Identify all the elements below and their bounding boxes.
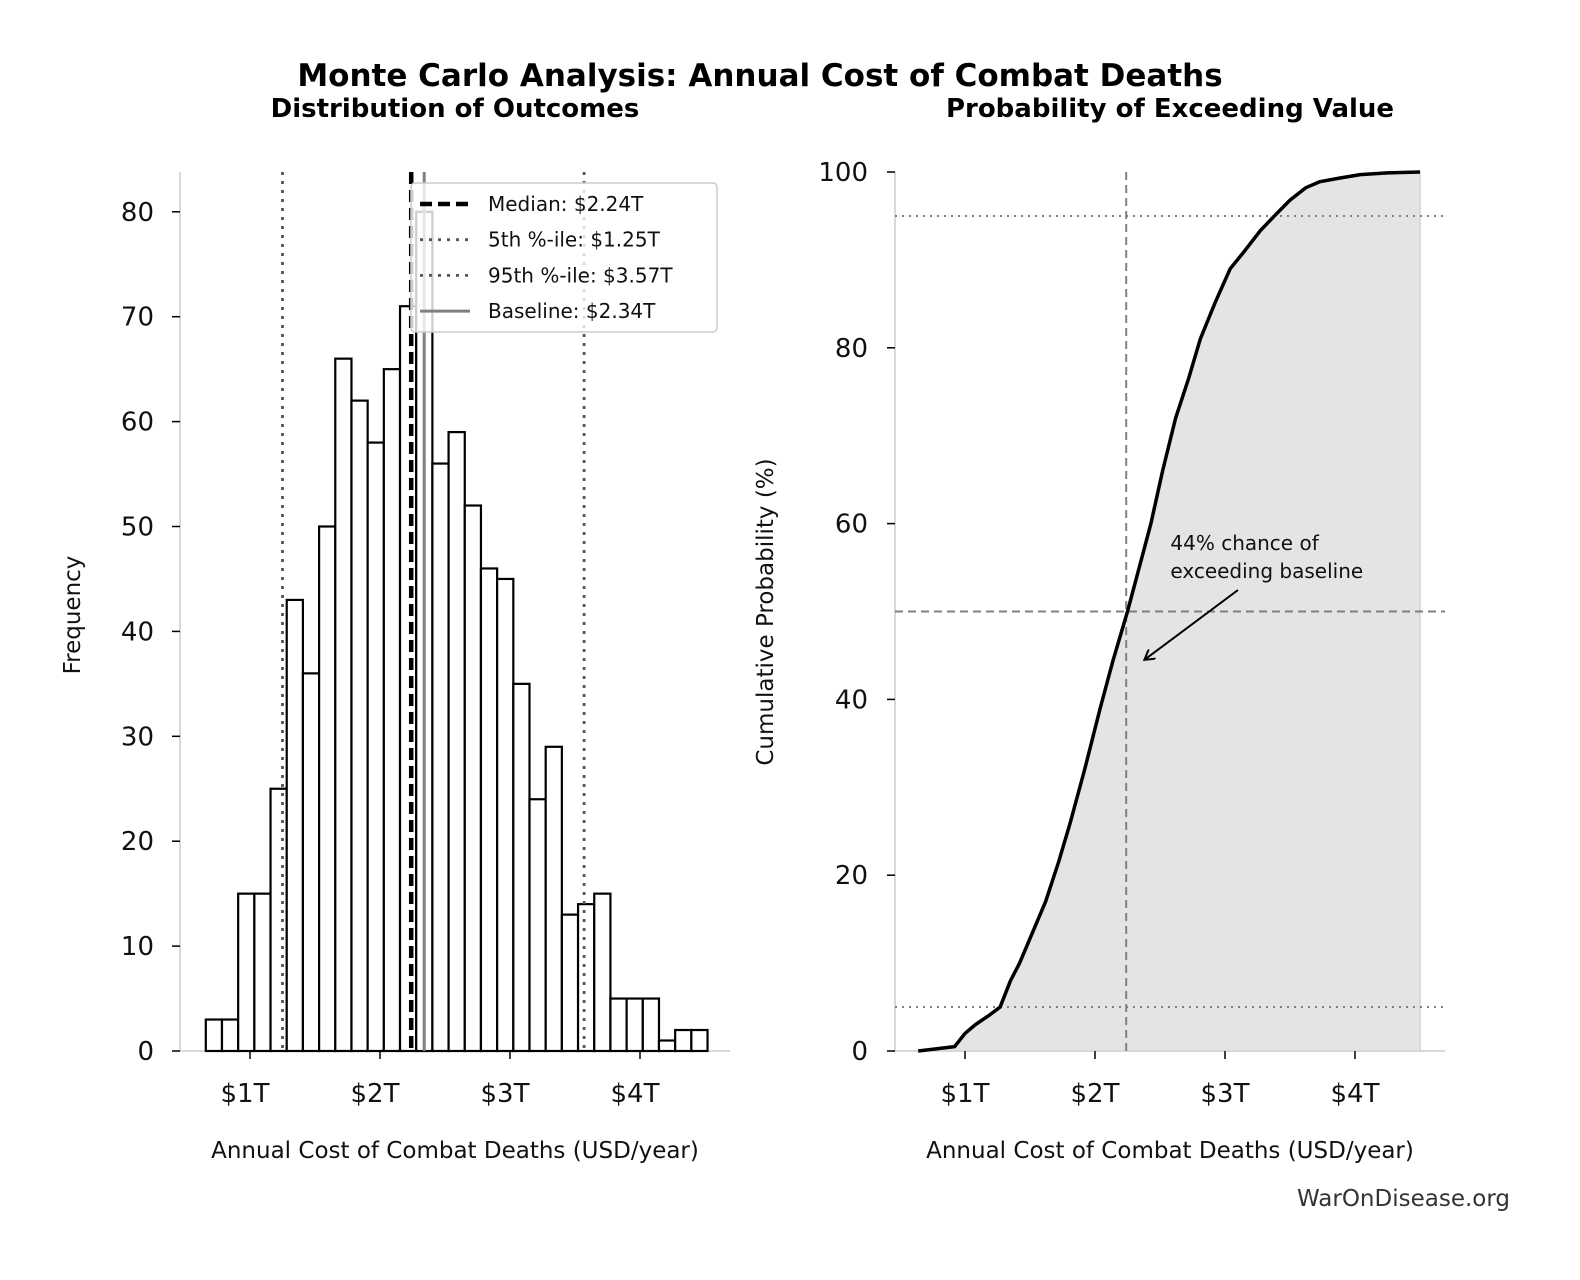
legend-label: 5th %-ile: $1.25T: [488, 228, 661, 252]
histogram-bar: [382, 368, 402, 1053]
histogram-bar: [641, 997, 661, 1053]
histogram-bar: [285, 598, 305, 1053]
annotation-arrow: [1144, 589, 1239, 660]
histogram-bar: [301, 672, 321, 1053]
cdf-x-label: Annual Cost of Combat Deaths (USD/year): [926, 1138, 1414, 1164]
legend-label: Baseline: $2.34T: [488, 299, 656, 323]
cdf-panel: 0 20 40 60 80 100 $1T $2T $3T $4T 44% chance of exc…: [818, 158, 1445, 1109]
histogram-bar: [317, 525, 337, 1053]
histogram-bar: [204, 1018, 224, 1053]
annotation-text: exceeding baseline: [1170, 559, 1363, 583]
histogram-bar: [220, 1018, 240, 1053]
x-tick-label: $4T: [611, 1079, 660, 1109]
y-tick-label: 60: [835, 510, 868, 540]
histogram-bar: [560, 913, 580, 1053]
y-tick-label: 10: [121, 932, 154, 962]
y-tick-label: 20: [835, 861, 868, 891]
x-tick-label: $2T: [1071, 1079, 1120, 1109]
histogram-bar: [334, 357, 353, 1053]
legend-label: 95th %-ile: $3.57T: [488, 263, 673, 287]
histogram-bar: [237, 892, 256, 1053]
x-tick-label: $2T: [351, 1079, 400, 1109]
histogram-title: Distribution of Outcomes: [271, 94, 640, 124]
y-tick-label: 80: [121, 198, 154, 228]
histogram-bar: [496, 577, 515, 1053]
x-tick-label: $3T: [1201, 1079, 1250, 1109]
histogram-bar: [690, 1028, 709, 1053]
y-tick-label: 60: [121, 408, 154, 438]
cdf-line: [917, 170, 1421, 1053]
legend: Median: $2.24T 5th %-ile: $1.25T 95th %-il…: [410, 182, 718, 333]
y-tick-label: 100: [818, 158, 868, 188]
histogram-bar: [528, 798, 547, 1053]
histogram-panel: 0 10 20 30 40 50 60 70 80 $1T $2T $3T $4T Median: $2.…: [121, 172, 730, 1109]
y-tick-label: 70: [121, 303, 154, 333]
annotation-text: 44% chance of: [1170, 531, 1319, 555]
y-tick-label: 40: [835, 685, 868, 715]
histogram-x-label: Annual Cost of Combat Deaths (USD/year): [211, 1138, 699, 1164]
histogram-bar: [512, 682, 531, 1053]
x-tick-label: $4T: [1331, 1079, 1380, 1109]
histogram-bar: [674, 1028, 693, 1053]
histogram-bar: [431, 462, 450, 1053]
histogram-y-label: Frequency: [60, 556, 86, 675]
legend-box: [410, 182, 718, 333]
histogram-bar: [350, 399, 369, 1053]
cdf-title: Probability of Exceeding Value: [946, 94, 1394, 124]
histogram-bar: [253, 892, 272, 1053]
x-tick-label: $1T: [221, 1079, 270, 1109]
histogram-bar: [609, 997, 628, 1053]
y-tick-label: 40: [121, 617, 154, 647]
legend-label: Median: $2.24T: [488, 192, 644, 216]
histogram-bar: [479, 567, 499, 1053]
y-tick-label: 0: [851, 1037, 868, 1067]
histogram-bar: [657, 1039, 677, 1053]
histogram-bar: [544, 745, 563, 1053]
histogram-bar: [625, 997, 644, 1053]
histogram-bar: [366, 441, 385, 1053]
figure-title: Monte Carlo Analysis: Annual Cost of Com…: [297, 58, 1222, 94]
x-tick-label: $3T: [481, 1079, 530, 1109]
histogram-bar: [463, 504, 483, 1053]
y-tick-label: 30: [121, 722, 154, 752]
histogram-bar: [398, 305, 418, 1053]
cdf-y-label: Cumulative Probability (%): [753, 458, 779, 765]
footer-watermark: WarOnDisease.org: [1297, 1186, 1510, 1212]
histogram-bar: [447, 430, 466, 1053]
histogram-bar: [269, 787, 288, 1053]
x-tick-label: $1T: [941, 1079, 990, 1109]
y-tick-label: 80: [835, 334, 868, 364]
y-tick-label: 0: [137, 1037, 154, 1067]
histogram-bar: [593, 892, 612, 1053]
y-tick-label: 50: [121, 513, 154, 543]
histogram-bar: [576, 903, 596, 1053]
y-tick-label: 20: [121, 827, 154, 857]
